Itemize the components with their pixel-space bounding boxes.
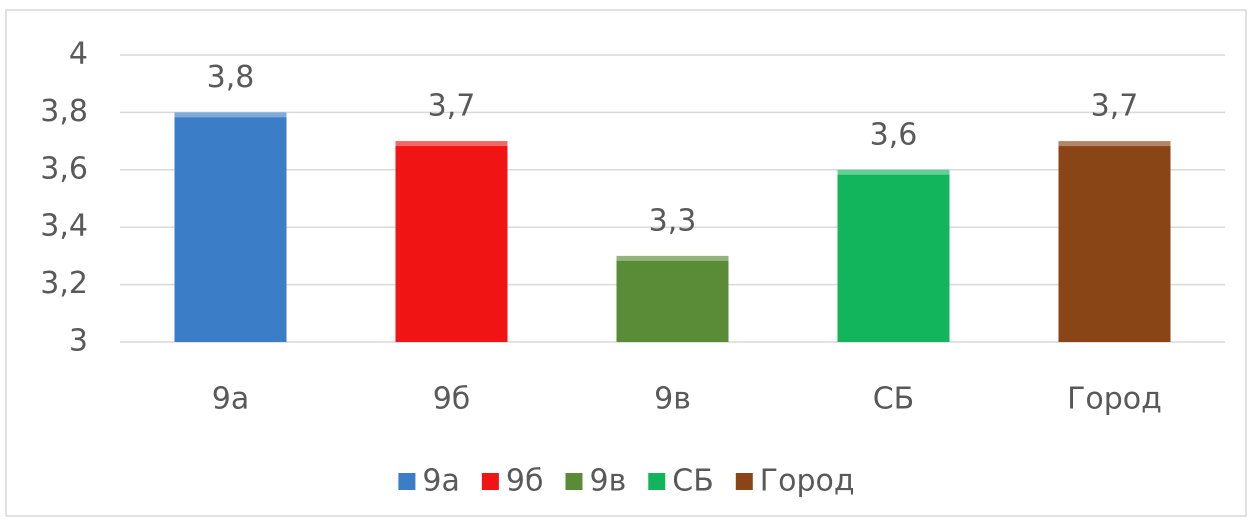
y-tick-label: 3,2: [40, 266, 88, 301]
x-tick-label: 9в: [654, 382, 691, 417]
legend-swatch: [735, 473, 753, 490]
x-tick-label: СБ: [873, 382, 915, 417]
data-label: 3,7: [1091, 89, 1139, 124]
data-label: 3,7: [428, 89, 476, 124]
bar: [616, 255, 729, 342]
y-tick-label: 3,4: [40, 209, 88, 244]
legend-label: Город: [760, 464, 855, 499]
bar-highlight: [616, 255, 729, 261]
legend-swatch: [565, 473, 583, 490]
bar: [1058, 141, 1171, 342]
legend-label: СБ: [672, 464, 714, 499]
data-label: 3,8: [207, 60, 255, 95]
bar: [395, 141, 508, 342]
x-tick-label: Город: [1067, 382, 1162, 417]
y-tick-label: 3,8: [40, 94, 88, 129]
legend-swatch: [398, 473, 416, 490]
bar-highlight: [837, 169, 950, 175]
y-tick-label: 4: [69, 37, 88, 72]
x-tick-label: 9а: [212, 382, 249, 417]
legend-label: 9в: [589, 464, 626, 499]
legend-label: 9б: [506, 464, 544, 499]
bar: [837, 169, 950, 342]
y-tick-label: 3: [69, 324, 88, 359]
bar-highlight: [174, 112, 287, 118]
data-label: 3,6: [870, 117, 918, 152]
x-tick-label: 9б: [433, 382, 471, 417]
bar-highlight: [1058, 141, 1171, 147]
legend-label: 9а: [422, 464, 459, 499]
bar-highlight: [395, 141, 508, 147]
data-label: 3,3: [649, 203, 697, 238]
bar: [174, 112, 287, 343]
legend-swatch: [481, 473, 499, 490]
legend-swatch: [648, 473, 666, 490]
y-tick-label: 3,6: [40, 151, 88, 186]
